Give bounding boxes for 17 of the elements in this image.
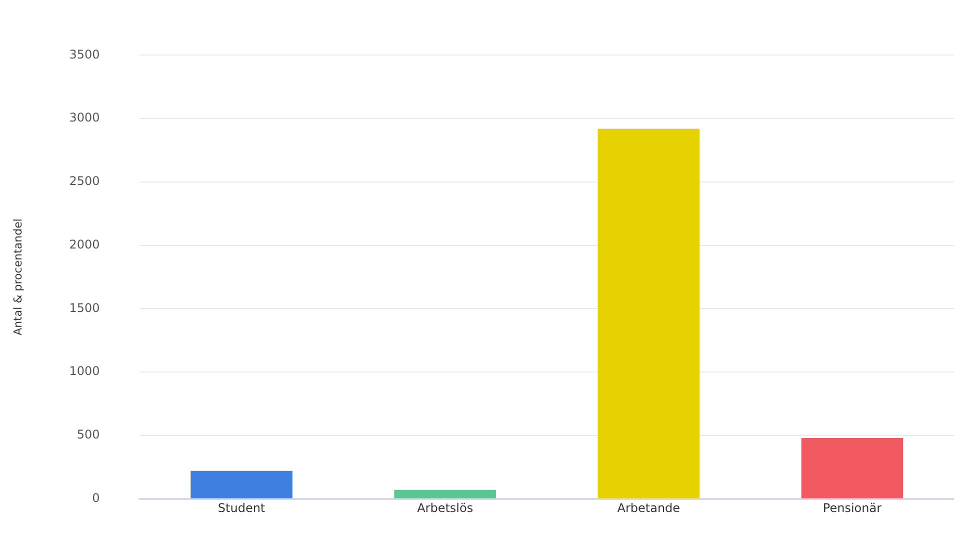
y-tick-label: 3500 bbox=[69, 47, 100, 62]
y-tick-label: 0 bbox=[92, 490, 100, 505]
bar bbox=[394, 490, 496, 498]
bar bbox=[801, 438, 904, 498]
y-tick-label: 1000 bbox=[69, 364, 100, 378]
y-tick-label: 2500 bbox=[69, 174, 100, 188]
x-tick-label: Student bbox=[218, 501, 266, 516]
y-tick-label: 2000 bbox=[69, 237, 100, 252]
y-tick-label: 500 bbox=[76, 428, 100, 442]
y-tick-label: 1500 bbox=[69, 300, 100, 315]
bar bbox=[598, 128, 700, 498]
y-axis-title: Antal & procentandel bbox=[11, 218, 24, 336]
bar bbox=[190, 470, 292, 498]
x-tick-label: Arbetande bbox=[617, 501, 680, 516]
y-tick-label: 3000 bbox=[69, 110, 100, 125]
x-tick-label: Arbetslös bbox=[417, 501, 474, 516]
x-tick-label: Pensionär bbox=[822, 501, 882, 516]
